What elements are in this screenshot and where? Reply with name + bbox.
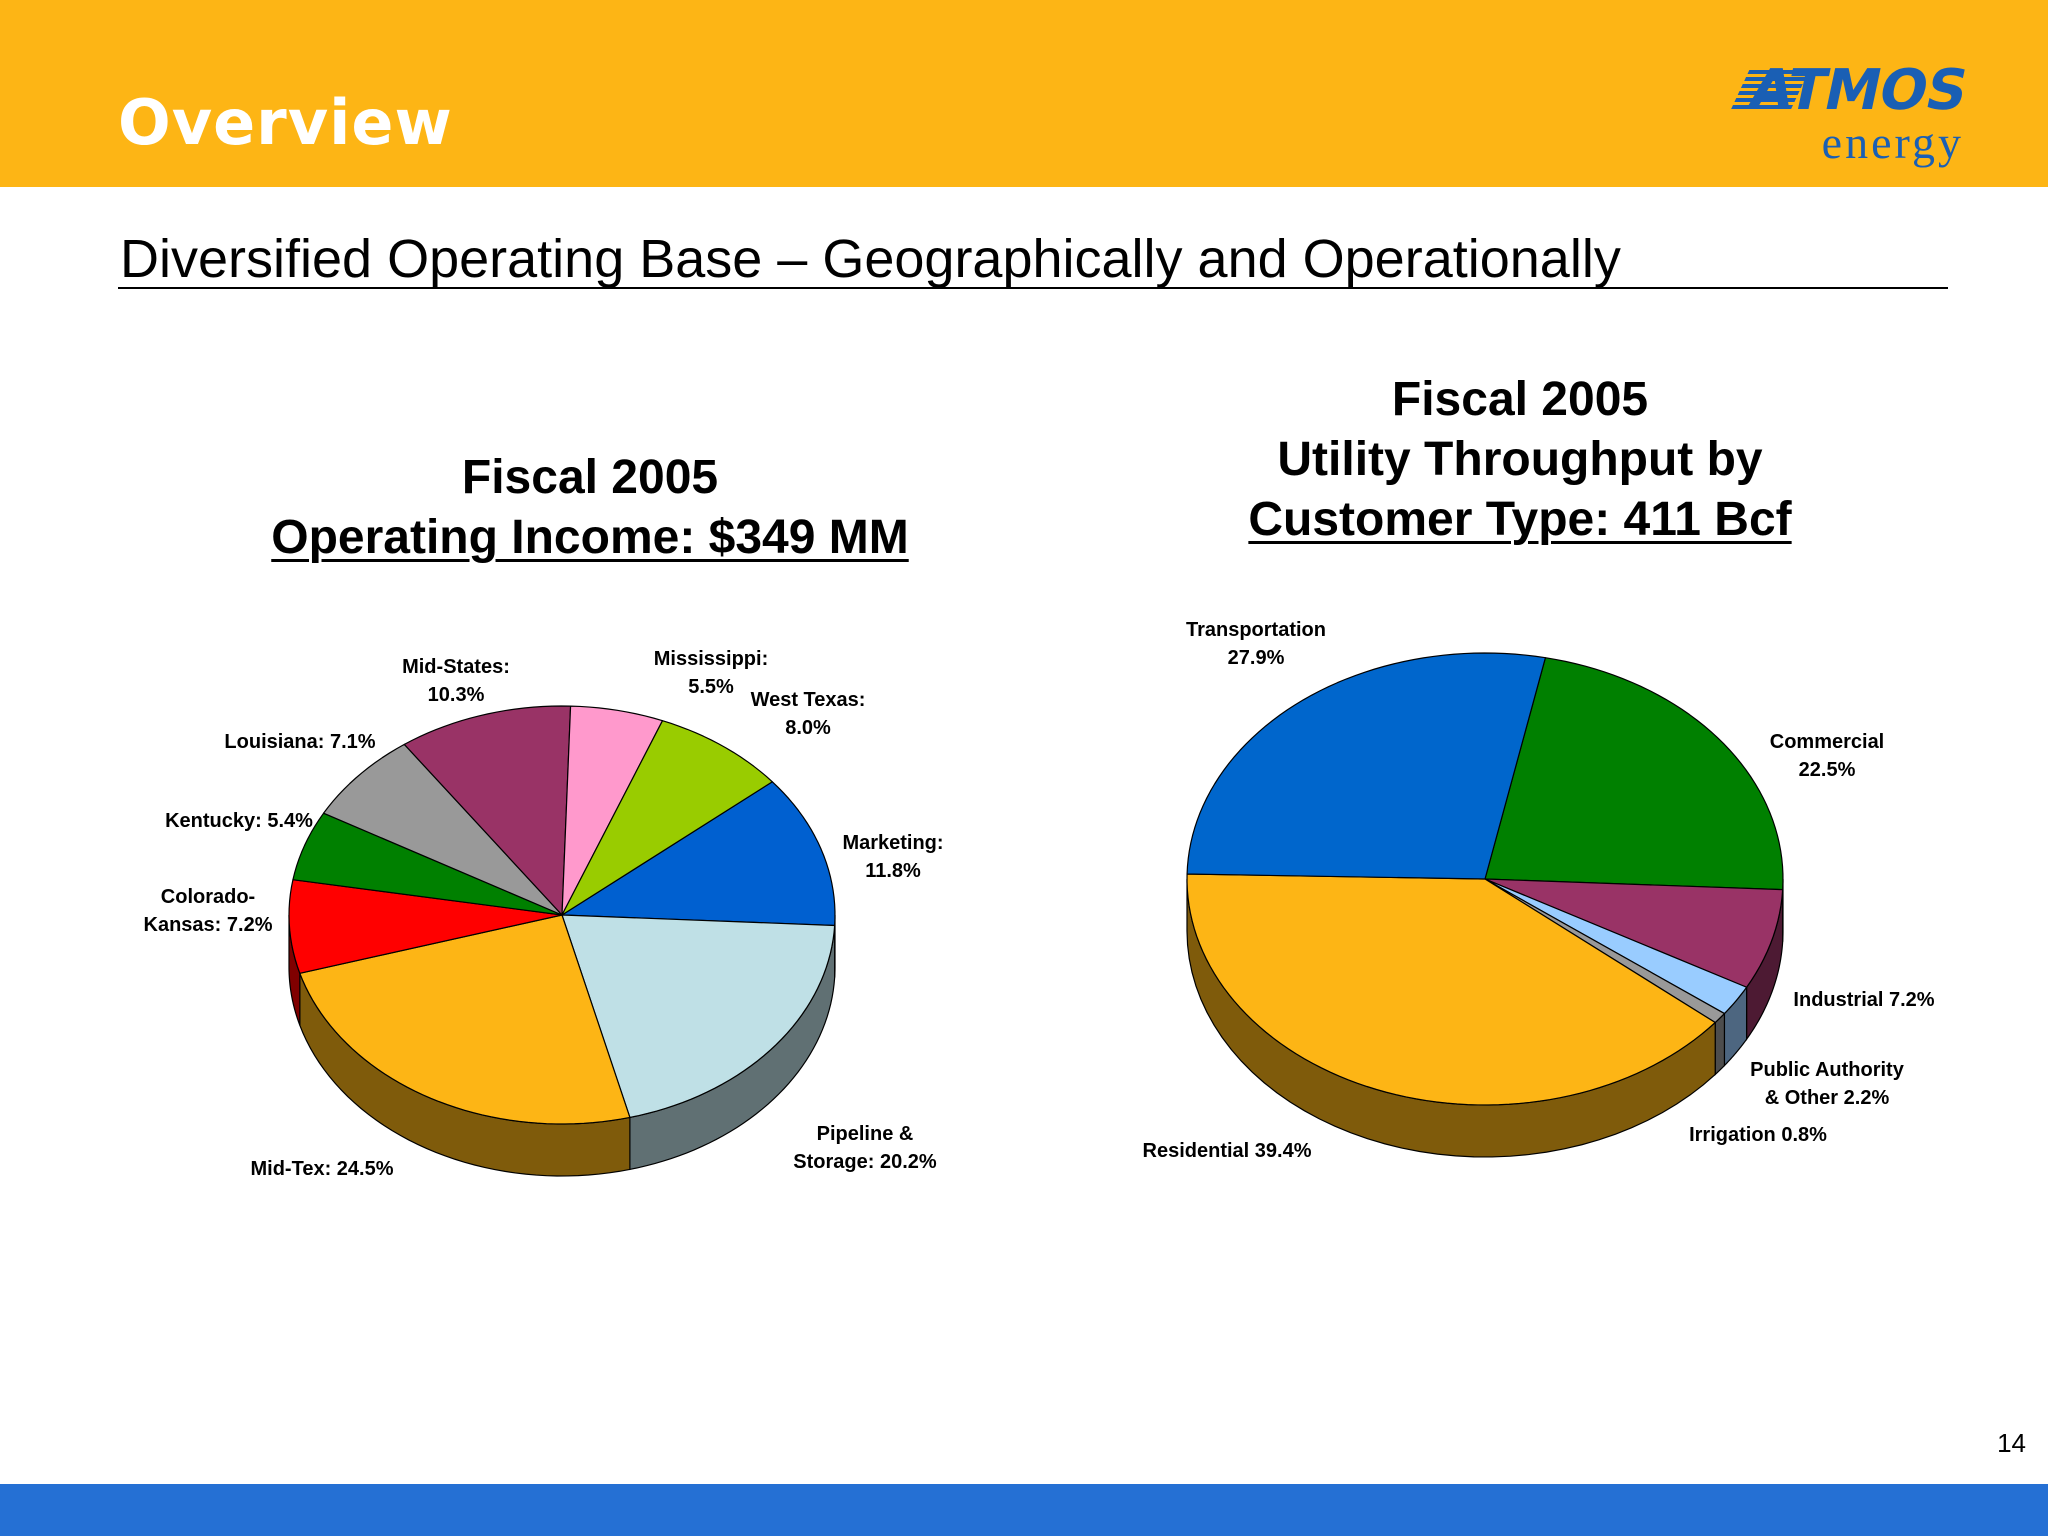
slice-label-1-2: Public Authority: [1750, 1059, 1905, 1081]
pie-slice-1-4: [1186, 873, 1716, 1106]
chart-title-throughput: Fiscal 2005 Utility Throughput by Custom…: [1120, 370, 1920, 550]
slice-label-0-0: Marketing:: [842, 832, 943, 854]
chart-title-operating-income: Fiscal 2005 Operating Income: $349 MM: [200, 448, 980, 568]
slice-label-1-3: Irrigation 0.8%: [1689, 1124, 1827, 1146]
slice-label-0-3: Colorado-: [161, 886, 255, 908]
pie-slice-1-0: [1484, 657, 1784, 891]
slice-label-0-4: Kentucky: 5.4%: [165, 810, 313, 832]
slice-value-label-1-5: 27.9%: [1228, 647, 1285, 669]
slice-label-0-8: West Texas:: [751, 689, 866, 711]
slice-value-label-0-6: 10.3%: [428, 684, 485, 706]
pie-slice-1-5: [1186, 652, 1547, 880]
slice-value-label-0-3: Kansas: 7.2%: [144, 914, 273, 936]
pie-slice-0-4: [292, 812, 563, 916]
slice-value-label-1-0: 22.5%: [1799, 759, 1856, 781]
atmos-energy-logo: ATMOS energy: [1730, 58, 1973, 172]
page-title: Overview: [118, 86, 453, 159]
pie-slice-0-7: [561, 705, 664, 916]
slice-label-0-7: Mississippi:: [654, 648, 768, 670]
slice-value-label-0-0: 11.8%: [865, 860, 921, 882]
pie-slice-0-3: [288, 879, 563, 974]
pie-slice-0-8: [561, 720, 773, 916]
slice-label-1-0: Commercial: [1770, 731, 1885, 753]
chart-title-line1: Fiscal 2005: [461, 451, 719, 504]
slide-subtitle: Diversified Operating Base – Geographica…: [120, 229, 1621, 289]
slice-label-1-5: Transportation: [1186, 619, 1326, 641]
header-bar: Overview ATMOS energy: [0, 0, 2048, 187]
pie-slice-0-5: [323, 743, 563, 916]
chart-title-line1: Fiscal 2005: [1391, 373, 1649, 426]
slice-label-1-4: Residential 39.4%: [1143, 1140, 1312, 1162]
slice-label-0-6: Mid-States:: [402, 656, 510, 678]
logo-subtext: energy: [1821, 117, 1964, 168]
pie-side-1-3: [1714, 1012, 1726, 1076]
pie-slice-0-2: [299, 914, 631, 1125]
slice-value-label-0-1: Storage: 20.2%: [793, 1151, 937, 1173]
chart-title-line2: Utility Throughput by: [1277, 433, 1763, 486]
chart-title-line3: Customer Type: 411 Bcf: [1248, 493, 1792, 546]
pie-slice-0-6: [403, 705, 572, 916]
pie-slice-1-3: [1484, 878, 1726, 1024]
footer-bar: [0, 1484, 2048, 1536]
slice-label-1-1: Industrial 7.2%: [1793, 989, 1934, 1011]
subtitle-divider: [118, 287, 1948, 289]
slice-label-0-2: Mid-Tex: 24.5%: [251, 1158, 394, 1180]
pie-slice-1-1: [1484, 878, 1784, 988]
pie-slice-0-0: [561, 781, 836, 927]
chart-title-line2: Operating Income: $349 MM: [271, 511, 909, 564]
slice-label-0-5: Louisiana: 7.1%: [224, 731, 375, 753]
slice-value-label-0-8: 8.0%: [785, 717, 831, 739]
pie-slice-1-2: [1484, 878, 1748, 1015]
pie-slice-0-1: [561, 914, 836, 1119]
slice-value-label-0-7: 5.5%: [688, 676, 734, 698]
page-number: 14: [1997, 1428, 2026, 1458]
slice-value-label-1-2: & Other 2.2%: [1765, 1087, 1890, 1109]
slice-label-0-1: Pipeline &: [817, 1123, 914, 1145]
